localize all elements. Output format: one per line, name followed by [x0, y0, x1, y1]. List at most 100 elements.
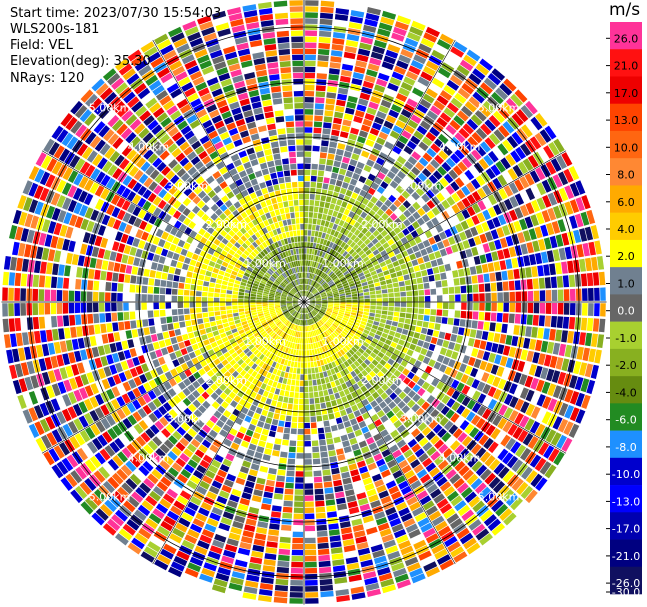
velocity-cell	[389, 464, 400, 474]
velocity-cell	[387, 512, 399, 522]
velocity-cell	[443, 486, 456, 497]
velocity-cell	[352, 213, 360, 221]
velocity-cell	[257, 471, 267, 479]
velocity-cell	[389, 415, 399, 424]
velocity-cell	[316, 518, 327, 525]
velocity-cell	[385, 258, 392, 265]
velocity-cell	[362, 314, 369, 319]
velocity-cell	[493, 129, 505, 142]
velocity-cell	[490, 164, 501, 176]
velocity-cell	[581, 195, 591, 210]
velocity-cell	[448, 286, 455, 294]
velocity-cell	[321, 325, 327, 331]
velocity-cell	[481, 372, 490, 383]
velocity-cell	[550, 432, 562, 446]
velocity-cell	[327, 269, 332, 275]
velocity-cell	[308, 279, 312, 285]
velocity-cell	[492, 216, 501, 228]
velocity-cell	[304, 404, 310, 411]
velocity-cell	[71, 338, 79, 350]
velocity-cell	[320, 280, 325, 285]
velocity-cell	[476, 212, 486, 223]
velocity-cell	[373, 555, 387, 565]
velocity-cell	[517, 161, 529, 175]
velocity-cell	[421, 193, 430, 203]
velocity-cell	[99, 302, 105, 312]
velocity-cell	[277, 469, 286, 476]
velocity-cell	[292, 525, 304, 532]
velocity-cell	[332, 559, 345, 566]
velocity-cell	[325, 493, 335, 500]
velocity-cell	[170, 337, 178, 345]
velocity-cell	[345, 556, 359, 565]
velocity-cell	[447, 541, 461, 553]
velocity-cell	[256, 297, 262, 300]
velocity-cell	[365, 374, 373, 382]
velocity-cell	[334, 298, 340, 301]
velocity-cell	[180, 327, 187, 335]
velocity-cell	[322, 414, 329, 421]
velocity-cell	[197, 279, 204, 286]
velocity-cell	[466, 399, 476, 410]
velocity-cell	[584, 226, 594, 241]
velocity-cell	[531, 199, 541, 213]
velocity-cell	[317, 384, 323, 391]
velocity-cell	[264, 448, 272, 456]
velocity-cell	[304, 525, 316, 532]
velocity-cell	[214, 292, 220, 298]
velocity-cell	[517, 256, 525, 268]
velocity-cell	[314, 283, 319, 288]
velocity-cell	[530, 406, 541, 419]
velocity-cell	[304, 169, 311, 176]
velocity-cell	[324, 376, 330, 384]
velocity-cell	[493, 480, 506, 494]
velocity-cell	[412, 384, 421, 393]
velocity-cell	[497, 448, 509, 461]
velocity-cell	[393, 26, 407, 37]
velocity-cell	[367, 345, 375, 352]
velocity-cell	[498, 404, 508, 416]
velocity-cell	[467, 293, 473, 302]
velocity-cell	[369, 468, 380, 477]
velocity-cell	[417, 172, 428, 182]
velocity-cell	[336, 262, 342, 268]
velocity-cell	[345, 426, 354, 434]
velocity-cell	[335, 417, 343, 424]
velocity-cell	[394, 573, 409, 583]
velocity-cell	[319, 158, 326, 165]
velocity-cell	[326, 382, 332, 389]
velocity-cell	[325, 288, 331, 293]
velocity-cell	[361, 227, 368, 235]
velocity-cell	[387, 82, 399, 92]
velocity-cell	[312, 151, 320, 158]
velocity-cell	[307, 236, 311, 242]
velocity-cell	[182, 333, 189, 341]
velocity-cell	[296, 374, 300, 380]
velocity-cell	[331, 243, 337, 250]
velocity-cell	[458, 327, 465, 336]
velocity-cell	[439, 347, 447, 356]
velocity-cell	[185, 320, 192, 327]
velocity-cell	[423, 315, 430, 322]
velocity-cell	[374, 479, 385, 488]
velocity-cell	[233, 316, 240, 321]
velocity-cell	[461, 302, 467, 310]
velocity-cell	[497, 344, 505, 355]
velocity-cell	[415, 432, 425, 443]
velocity-cell	[332, 430, 340, 438]
velocity-cell	[492, 147, 504, 159]
velocity-cell	[311, 367, 315, 374]
velocity-cell	[306, 291, 310, 297]
velocity-cell	[174, 268, 182, 276]
velocity-cell	[540, 340, 549, 353]
velocity-cell	[327, 297, 334, 300]
velocity-cell	[334, 260, 340, 266]
velocity-cell	[370, 500, 381, 509]
velocity-cell	[267, 411, 274, 419]
velocity-cell	[297, 441, 304, 447]
velocity-cell	[369, 378, 377, 386]
velocity-cell	[590, 364, 599, 379]
velocity-cell	[318, 366, 323, 373]
velocity-cell	[324, 171, 331, 178]
velocity-cell	[334, 577, 348, 584]
